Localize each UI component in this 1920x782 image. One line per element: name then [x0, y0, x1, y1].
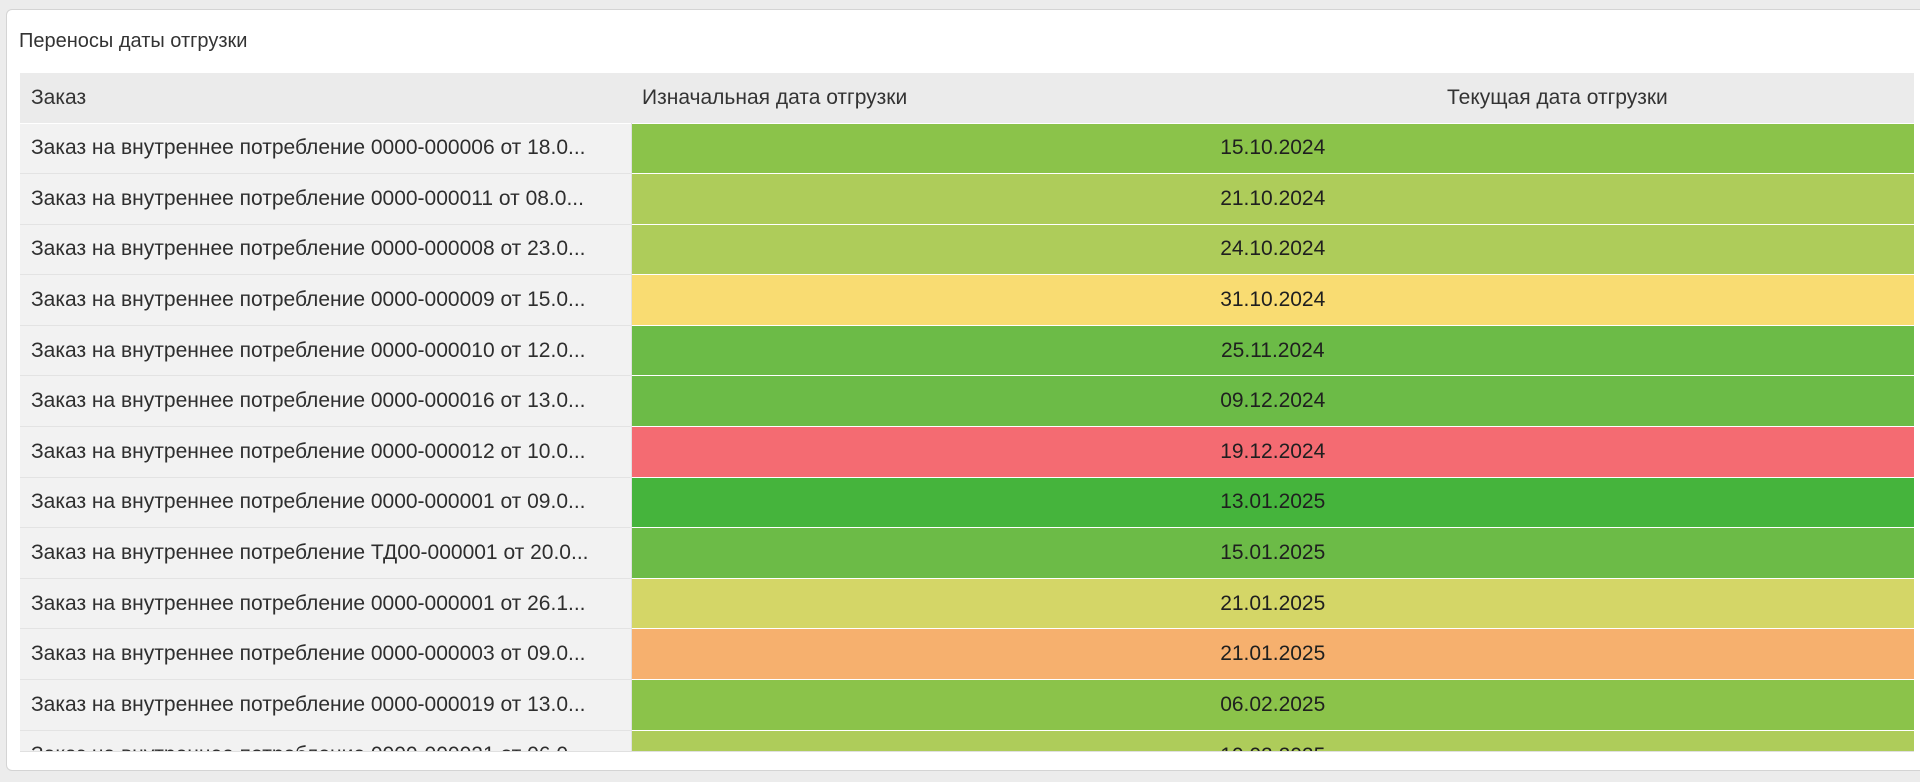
- column-header-current-date[interactable]: Текущая дата отгрузки: [1447, 85, 1668, 109]
- order-cell[interactable]: Заказ на внутреннее потребление 0000-000…: [20, 730, 631, 752]
- order-cell[interactable]: Заказ на внутреннее потребление 0000-000…: [20, 375, 631, 428]
- shipment-date-cell[interactable]: 09.12.2024: [630, 375, 1914, 427]
- order-cell[interactable]: Заказ на внутреннее потребление 0000-000…: [20, 325, 631, 377]
- table-row[interactable]: Заказ на внутреннее потребление 0000-000…: [20, 679, 1914, 731]
- table-row[interactable]: Заказ на внутреннее потребление 0000-000…: [20, 477, 1914, 529]
- order-cell[interactable]: Заказ на внутреннее потребление 0000-000…: [20, 477, 631, 529]
- shipment-date-cell[interactable]: 10.02.2025: [630, 730, 1914, 752]
- shipment-date-cell[interactable]: 13.01.2025: [630, 477, 1914, 528]
- table-row[interactable]: Заказ на внутреннее потребление 0000-000…: [20, 274, 1914, 326]
- order-cell[interactable]: Заказ на внутреннее потребление 0000-000…: [20, 578, 631, 630]
- table-body: Заказ на внутреннее потребление 0000-000…: [20, 123, 1914, 752]
- order-cell[interactable]: Заказ на внутреннее потребление ТД00-000…: [20, 527, 631, 579]
- shipment-table-scroll-area[interactable]: Заказ Изначальная дата отгрузки Текущая …: [20, 73, 1914, 752]
- column-header-dates: Изначальная дата отгрузки Текущая дата о…: [631, 73, 1914, 123]
- table-row[interactable]: Заказ на внутреннее потребление 0000-000…: [20, 730, 1914, 752]
- panel-title: Переносы даты отгрузки: [19, 30, 248, 52]
- table-row[interactable]: Заказ на внутреннее потребление 0000-000…: [20, 173, 1914, 225]
- order-cell[interactable]: Заказ на внутреннее потребление 0000-000…: [20, 679, 631, 731]
- column-header-initial-date[interactable]: Изначальная дата отгрузки: [642, 85, 908, 109]
- shipment-date-cell[interactable]: 21.01.2025: [630, 628, 1914, 680]
- order-cell[interactable]: Заказ на внутреннее потребление 0000-000…: [20, 173, 631, 225]
- order-cell[interactable]: Заказ на внутреннее потребление 0000-000…: [20, 224, 631, 276]
- table-row[interactable]: Заказ на внутреннее потребление 0000-000…: [20, 628, 1914, 681]
- shipment-date-cell[interactable]: 15.01.2025: [630, 527, 1914, 579]
- table-row[interactable]: Заказ на внутреннее потребление 0000-000…: [20, 123, 1914, 175]
- table-row[interactable]: Заказ на внутреннее потребление 0000-000…: [20, 224, 1914, 276]
- shipment-date-cell[interactable]: 19.12.2024: [630, 426, 1914, 478]
- table-bottom-edge: [20, 751, 1914, 752]
- table-row[interactable]: Заказ на внутреннее потребление 0000-000…: [20, 578, 1914, 630]
- table-row[interactable]: Заказ на внутреннее потребление 0000-000…: [20, 325, 1914, 377]
- shipment-date-changes-panel: Переносы даты отгрузки Заказ Изначальная…: [6, 9, 1920, 771]
- table-row[interactable]: Заказ на внутреннее потребление 0000-000…: [20, 426, 1914, 478]
- shipment-date-cell[interactable]: 21.10.2024: [630, 173, 1914, 225]
- order-cell[interactable]: Заказ на внутреннее потребление 0000-000…: [20, 426, 631, 478]
- shipment-date-cell[interactable]: 15.10.2024: [630, 123, 1914, 174]
- shipment-date-cell[interactable]: 31.10.2024: [630, 274, 1914, 326]
- shipment-date-cell[interactable]: 24.10.2024: [630, 224, 1914, 275]
- order-cell[interactable]: Заказ на внутреннее потребление 0000-000…: [20, 274, 631, 326]
- table-row[interactable]: Заказ на внутреннее потребление 0000-000…: [20, 375, 1914, 428]
- order-cell[interactable]: Заказ на внутреннее потребление 0000-000…: [20, 628, 631, 681]
- shipment-table: Заказ Изначальная дата отгрузки Текущая …: [20, 73, 1914, 752]
- table-row[interactable]: Заказ на внутреннее потребление ТД00-000…: [20, 527, 1914, 579]
- shipment-date-cell[interactable]: 21.01.2025: [630, 578, 1914, 629]
- table-header-row: Заказ Изначальная дата отгрузки Текущая …: [20, 73, 1914, 123]
- table-header: Заказ Изначальная дата отгрузки Текущая …: [20, 73, 1914, 123]
- order-cell[interactable]: Заказ на внутреннее потребление 0000-000…: [20, 123, 631, 175]
- column-header-order[interactable]: Заказ: [31, 85, 87, 109]
- shipment-date-cell[interactable]: 25.11.2024: [630, 325, 1914, 376]
- shipment-date-cell[interactable]: 06.02.2025: [630, 679, 1914, 731]
